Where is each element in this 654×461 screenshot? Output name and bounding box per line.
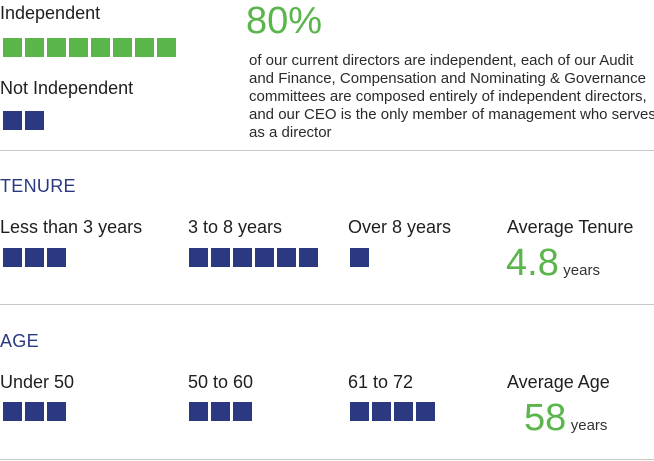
independent-square xyxy=(135,38,154,57)
independence-percent: 80% xyxy=(246,0,323,42)
divider-1 xyxy=(0,150,654,151)
average-tenure: 4.8 years xyxy=(506,244,600,282)
average-age-value: 58 xyxy=(524,397,567,439)
age-square xyxy=(3,402,22,421)
independent-square xyxy=(47,38,66,57)
tenure-group-label-1: 3 to 8 years xyxy=(188,217,283,237)
average-age-units: years xyxy=(570,417,608,434)
age-square xyxy=(233,402,252,421)
tenure-group-squares-1 xyxy=(189,248,318,267)
age-square xyxy=(350,402,369,421)
tenure-group-squares-0 xyxy=(3,248,66,267)
age-group-label-0: Under 50 xyxy=(0,372,75,392)
age-square xyxy=(372,402,391,421)
independent-square xyxy=(3,38,22,57)
tenure-square xyxy=(299,248,318,267)
divider-3 xyxy=(0,459,654,460)
tenure-square xyxy=(3,248,22,267)
tenure-title: TENURE xyxy=(0,176,76,196)
age-group-squares-2 xyxy=(350,402,435,421)
not-independent-label: Not Independent xyxy=(0,78,134,98)
age-group-squares-0 xyxy=(3,402,66,421)
independent-square xyxy=(91,38,110,57)
age-square xyxy=(25,402,44,421)
tenure-square xyxy=(25,248,44,267)
age-square xyxy=(189,402,208,421)
independent-square xyxy=(157,38,176,57)
independent-square xyxy=(25,38,44,57)
not-independent-square xyxy=(25,111,44,130)
tenure-group-label-0: Less than 3 years xyxy=(0,217,143,237)
tenure-square xyxy=(211,248,230,267)
age-group-squares-1 xyxy=(189,402,252,421)
age-square xyxy=(211,402,230,421)
tenure-square xyxy=(277,248,296,267)
independent-square xyxy=(113,38,132,57)
not-independent-squares xyxy=(3,111,44,130)
age-square xyxy=(47,402,66,421)
tenure-square xyxy=(47,248,66,267)
independent-label: Independent xyxy=(0,3,101,23)
age-group-label-2: 61 to 72 xyxy=(348,372,414,392)
average-age: 58 years xyxy=(524,399,607,437)
divider-2 xyxy=(0,304,654,305)
independent-square xyxy=(69,38,88,57)
not-independent-square xyxy=(3,111,22,130)
independence-description: of our current directors are independent… xyxy=(249,52,654,141)
tenure-square xyxy=(350,248,369,267)
average-tenure-value: 4.8 xyxy=(506,242,559,284)
average-age-label: Average Age xyxy=(507,372,610,392)
age-square xyxy=(394,402,413,421)
tenure-square xyxy=(255,248,274,267)
tenure-square xyxy=(233,248,252,267)
independent-squares xyxy=(3,38,176,57)
tenure-group-squares-2 xyxy=(350,248,369,267)
tenure-group-label-2: Over 8 years xyxy=(348,217,452,237)
age-square xyxy=(416,402,435,421)
average-tenure-label: Average Tenure xyxy=(507,217,634,237)
tenure-square xyxy=(189,248,208,267)
age-title: AGE xyxy=(0,331,39,351)
age-group-label-1: 50 to 60 xyxy=(188,372,254,392)
average-tenure-units: years xyxy=(563,262,600,279)
